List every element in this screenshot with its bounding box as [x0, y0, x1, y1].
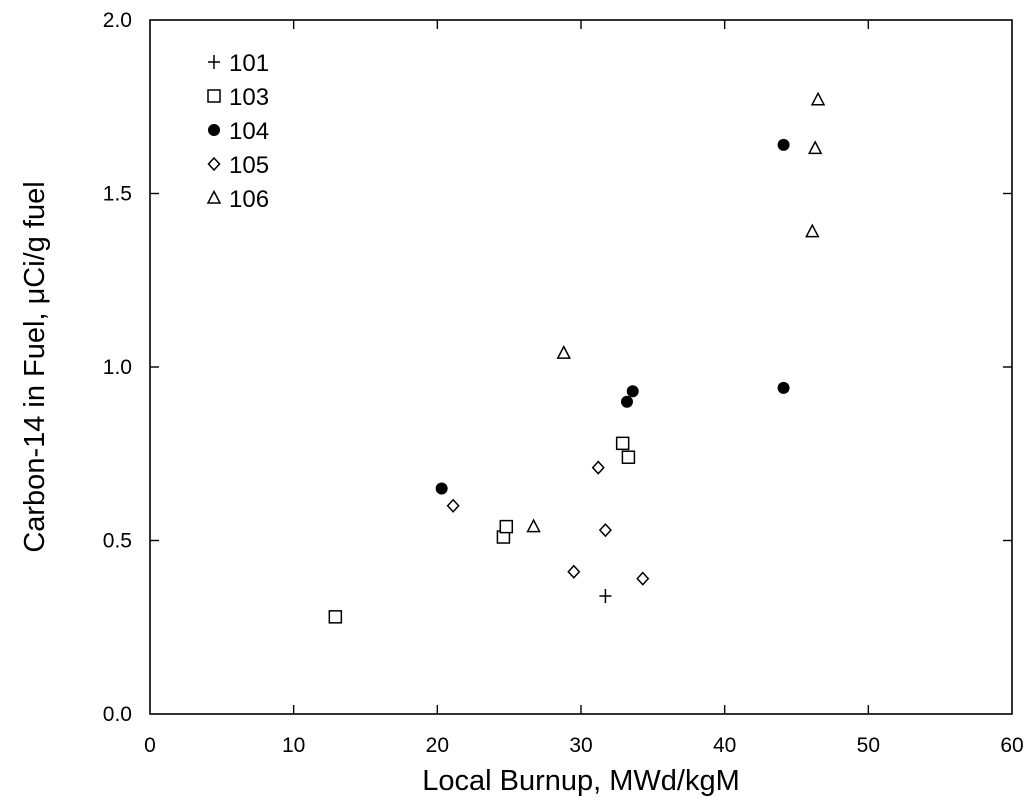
data-point-105	[598, 522, 612, 538]
data-point-104	[620, 395, 633, 408]
legend: 101 103 104 105 106	[206, 50, 269, 213]
legend-label-105: 105	[229, 152, 269, 179]
x-tick-label: 60	[1000, 734, 1023, 757]
legend-label-103: 103	[229, 84, 269, 111]
data-points	[328, 91, 826, 624]
data-point-105	[636, 571, 650, 586]
data-point-105	[567, 564, 581, 579]
data-point-103	[499, 519, 514, 534]
y-tick-label: 2.0	[103, 9, 132, 32]
legend-marker-103	[207, 89, 221, 103]
data-point-106	[556, 344, 571, 359]
data-point-103	[621, 450, 636, 464]
legend-label-101: 101	[229, 50, 269, 77]
data-point-106	[526, 518, 541, 533]
x-tick-label: 40	[713, 734, 736, 757]
x-tick-label: 50	[857, 734, 880, 757]
legend-marker-106	[206, 189, 222, 204]
y-tick-label: 0.0	[103, 703, 132, 726]
axis-ticks: 0 10 20 30 40 50 60 0.0 0.5 1.0 1.5 2.0	[103, 9, 1024, 757]
data-point-105	[446, 498, 460, 513]
y-tick-label: 1.0	[103, 356, 132, 379]
y-tick-label: 0.5	[103, 530, 132, 553]
data-point-105	[591, 460, 605, 475]
plot-area-frame	[149, 19, 1013, 715]
x-tick-label: 0	[144, 734, 156, 757]
legend-marker-101	[208, 55, 220, 69]
data-point-104	[777, 138, 790, 151]
legend-marker-104	[208, 124, 220, 136]
x-tick-label: 30	[569, 734, 592, 757]
data-point-101	[599, 589, 612, 604]
legend-label-104: 104	[229, 118, 269, 145]
data-point-106	[810, 91, 826, 106]
data-point-104	[435, 482, 448, 495]
data-point-106	[805, 223, 820, 238]
data-point-104	[626, 385, 639, 398]
x-tick-label: 10	[282, 734, 305, 757]
data-point-103	[328, 610, 343, 624]
data-point-106	[807, 140, 823, 155]
data-point-104	[777, 381, 790, 394]
y-tick-label: 1.5	[103, 183, 132, 206]
x-axis-title: Local Burnup, MWd/kgM	[422, 765, 740, 797]
legend-marker-105	[207, 156, 221, 172]
legend-label-106: 106	[229, 186, 269, 213]
x-tick-label: 20	[426, 734, 449, 757]
data-point-103	[615, 436, 630, 451]
y-axis-title: Carbon-14 in Fuel, μCi/g fuel	[19, 181, 51, 552]
